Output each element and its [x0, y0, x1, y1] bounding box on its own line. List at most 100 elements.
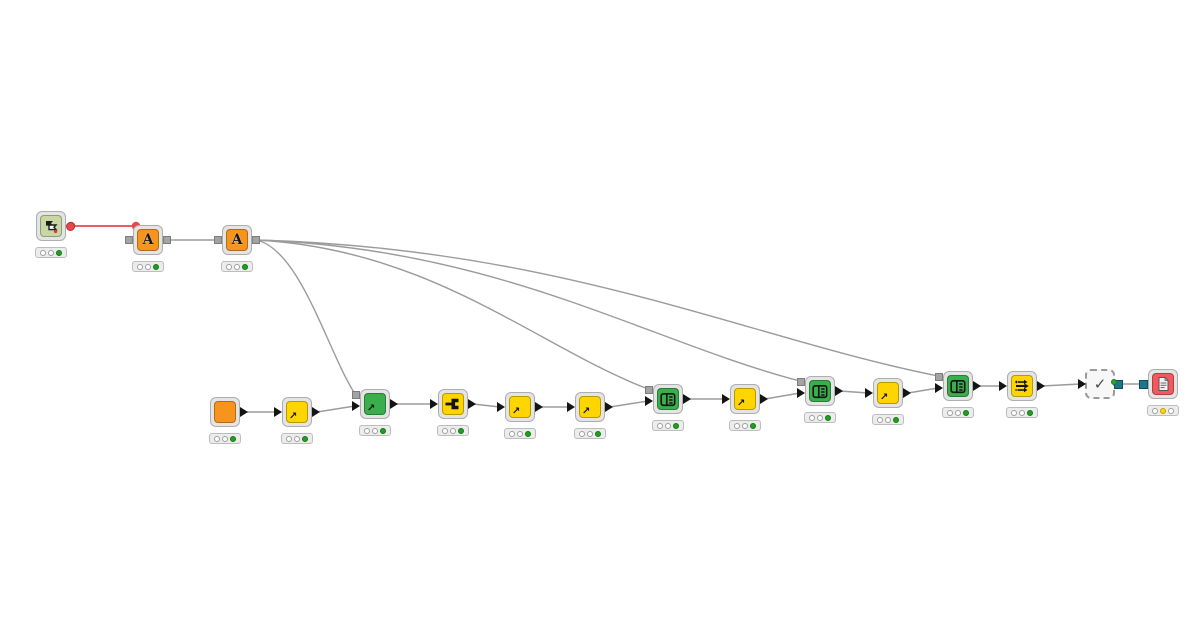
data-input-port[interactable] — [797, 388, 805, 398]
traffic-off — [517, 430, 523, 437]
data-edge[interactable] — [316, 405, 356, 413]
connection-input-port-top[interactable] — [352, 391, 360, 399]
data-edge[interactable] — [764, 392, 801, 400]
grid-node-1[interactable] — [645, 384, 691, 414]
grid-node-3[interactable] — [935, 371, 981, 401]
data-output-port[interactable] — [683, 394, 691, 404]
data-edge[interactable] — [472, 403, 501, 408]
auth-node-a-2[interactable]: A — [214, 225, 260, 255]
connection-output-port[interactable] — [163, 236, 171, 244]
traffic-off — [809, 414, 815, 421]
connection-edge-curved[interactable] — [255, 239, 649, 390]
traffic-off — [48, 249, 54, 256]
data-output-port[interactable] — [312, 407, 320, 417]
data-output-port[interactable] — [973, 381, 981, 391]
arrow-node-2[interactable]: ↗ — [497, 392, 543, 422]
writer-node[interactable] — [1139, 369, 1178, 399]
traffic-light — [652, 420, 684, 431]
grid-node-2-body — [809, 380, 831, 402]
traffic-green — [302, 435, 308, 442]
data-output-port[interactable] — [468, 399, 476, 409]
data-input-port[interactable] — [722, 394, 730, 404]
connection-edge-curved[interactable] — [255, 239, 356, 395]
data-input-port[interactable] — [1078, 379, 1086, 389]
traffic-green — [750, 422, 756, 429]
wrench-node-body — [442, 393, 464, 415]
wrench-node[interactable] — [430, 389, 476, 419]
arrow-up-right-icon: ↗ — [880, 392, 889, 403]
arrow-node-4-body: ↗ — [734, 388, 756, 410]
traffic-off — [137, 263, 143, 270]
data-output-port[interactable] — [240, 407, 248, 417]
data-input-port[interactable] — [645, 396, 653, 406]
connection-input-port-top[interactable] — [935, 373, 943, 381]
data-output-port[interactable] — [835, 386, 843, 396]
traffic-green — [458, 427, 464, 434]
connection-input-port-top[interactable] — [797, 378, 805, 386]
traffic-off — [1011, 409, 1017, 416]
traffic-off — [226, 263, 232, 270]
connection-input-port[interactable] — [125, 236, 133, 244]
table-grid-icon — [948, 376, 968, 396]
traffic-green — [963, 409, 969, 416]
arrow-node-green-1-body: ↗ — [364, 393, 386, 415]
traffic-green — [1027, 409, 1033, 416]
data-output-port[interactable] — [390, 399, 398, 409]
connection-input-port[interactable] — [214, 236, 222, 244]
data-output-port[interactable] — [605, 402, 613, 412]
traffic-light — [872, 414, 904, 425]
config-node[interactable] — [36, 211, 75, 241]
filter-arrows-icon — [1012, 376, 1032, 396]
check-metanode[interactable]: ✓ — [1078, 369, 1123, 399]
data-input-port[interactable] — [352, 401, 360, 411]
data-input-port[interactable] — [430, 399, 438, 409]
data-input-port[interactable] — [865, 388, 873, 398]
connection-input-port-top[interactable] — [645, 386, 653, 394]
traffic-green — [595, 430, 601, 437]
table-grid-icon — [810, 381, 830, 401]
data-input-port[interactable] — [497, 402, 505, 412]
data-output-port[interactable] — [903, 388, 911, 398]
grid-node-1-body — [657, 388, 679, 410]
data-edge[interactable] — [1041, 383, 1081, 387]
traffic-off — [657, 422, 663, 429]
auth-node-a-1[interactable]: A — [125, 225, 171, 255]
arrow-node-4[interactable]: ↗ — [722, 384, 768, 414]
traffic-off — [214, 435, 220, 442]
traffic-light — [574, 428, 606, 439]
arrow-node-2-body: ↗ — [509, 396, 531, 418]
data-input-port[interactable] — [935, 383, 943, 393]
data-edge[interactable] — [907, 387, 939, 394]
connection-edge-curved[interactable] — [255, 239, 801, 382]
arrow-node-5-body: ↗ — [877, 382, 899, 404]
config-node-body — [40, 215, 62, 237]
arrow-node-3[interactable]: ↗ — [567, 392, 613, 422]
data-input-port[interactable] — [999, 381, 1007, 391]
data-output-port[interactable] — [535, 402, 543, 412]
filter-node[interactable] — [999, 371, 1045, 401]
data-input-port[interactable] — [274, 407, 282, 417]
source-node[interactable] — [210, 397, 248, 427]
traffic-light — [132, 261, 164, 272]
arrow-up-right-icon: ↗ — [367, 403, 376, 414]
traffic-light — [35, 247, 67, 258]
flow-variable-output-port[interactable] — [66, 221, 75, 231]
image-output-port[interactable] — [1111, 378, 1123, 389]
data-edge[interactable] — [609, 400, 649, 408]
connection-edge-curved[interactable] — [255, 239, 939, 377]
arrow-up-right-icon: ↗ — [289, 411, 298, 422]
data-edge[interactable] — [839, 390, 869, 394]
image-input-port[interactable] — [1139, 379, 1148, 389]
data-output-port[interactable] — [1037, 381, 1045, 391]
traffic-off — [145, 263, 151, 270]
arrow-node-green-1[interactable]: ↗ — [352, 389, 398, 419]
traffic-off — [877, 416, 883, 423]
arrow-node-1[interactable]: ↗ — [274, 397, 320, 427]
connection-output-port[interactable] — [252, 236, 260, 244]
traffic-off — [817, 414, 823, 421]
grid-node-2[interactable] — [797, 376, 843, 406]
data-input-port[interactable] — [567, 402, 575, 412]
arrow-node-5[interactable]: ↗ — [865, 378, 911, 408]
data-output-port[interactable] — [760, 394, 768, 404]
